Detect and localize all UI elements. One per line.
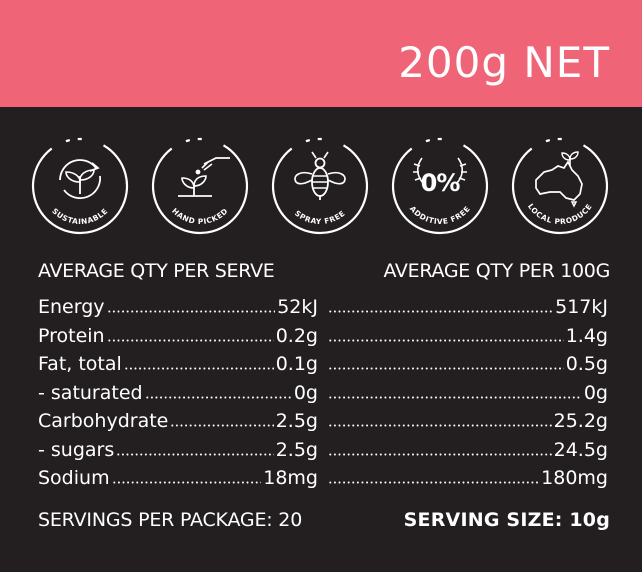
serve-value: 18mg bbox=[263, 467, 318, 489]
nutrient-label: Sodium bbox=[38, 467, 110, 489]
serve-value: 0.1g bbox=[275, 353, 318, 375]
nutrition-headings: AVERAGE QTY PER SERVE AVERAGE QTY PER 10… bbox=[38, 260, 610, 286]
badge-label: ADDITIVE FREE bbox=[408, 204, 472, 226]
badge-label: SUSTAINABLE bbox=[50, 206, 109, 226]
per100-value: 1.4g bbox=[565, 324, 608, 347]
dot-leader bbox=[328, 424, 552, 427]
per100-value: 0.5g bbox=[565, 353, 608, 375]
heading-per-serve: AVERAGE QTY PER SERVE bbox=[38, 260, 275, 282]
per100-value: 517kJ bbox=[555, 296, 608, 318]
serve-value: 0.2g bbox=[275, 324, 318, 347]
per100-value: 180mg bbox=[541, 467, 608, 489]
dot-leader bbox=[111, 481, 262, 484]
table-row: Energy 52kJ 517kJ bbox=[38, 296, 610, 325]
dot-leader bbox=[328, 452, 552, 456]
dot-leader bbox=[123, 367, 274, 370]
dot-leader bbox=[328, 367, 564, 370]
serve-value: 2.5g bbox=[275, 410, 318, 432]
table-row: Protein 0.2g 1.4g bbox=[38, 325, 610, 354]
dot-leader bbox=[106, 338, 274, 342]
dot-leader bbox=[328, 481, 540, 484]
serve-value: 0g bbox=[293, 381, 318, 404]
badge-label: HAND PICKED bbox=[170, 206, 230, 226]
net-weight: 200g NET bbox=[398, 38, 610, 87]
badge-label: LOCAL PRODUCE bbox=[526, 202, 594, 226]
badge-sustainable: SUSTAINABLE bbox=[30, 136, 130, 236]
badge-label: SPRAY FREE bbox=[293, 209, 347, 226]
badge-local-produce: LOCAL PRODUCE bbox=[510, 136, 610, 236]
australia-map-icon: LOCAL PRODUCE bbox=[511, 137, 609, 235]
badge-center-text: 0% bbox=[421, 169, 461, 197]
per100-value: 25.2g bbox=[553, 410, 608, 432]
sustainable-leaf-icon: SUSTAINABLE bbox=[31, 137, 129, 235]
table-row: Sodium 18mg 180mg bbox=[38, 467, 610, 496]
nutrient-label: Fat, total bbox=[38, 353, 122, 375]
dot-leader bbox=[106, 310, 276, 313]
header-band: 200g NET bbox=[0, 0, 642, 107]
serving-size: SERVING SIZE: 10g bbox=[403, 509, 610, 531]
zero-percent-icon: 0% ADDITIVE FREE bbox=[391, 137, 489, 235]
dot-leader bbox=[328, 338, 564, 342]
table-row: Fat, total 0.1g 0.5g bbox=[38, 353, 610, 382]
dot-leader bbox=[328, 310, 554, 313]
table-row: - sugars 2.5g 24.5g bbox=[38, 439, 610, 468]
dot-leader bbox=[328, 395, 582, 399]
serve-value: 2.5g bbox=[275, 438, 318, 461]
badge-hand-picked: HAND PICKED bbox=[150, 136, 250, 236]
heading-per-100g: AVERAGE QTY PER 100G bbox=[383, 260, 610, 282]
badge-row: SUSTAINABLE HAND PICKED bbox=[30, 136, 612, 246]
table-row: - saturated 0g 0g bbox=[38, 382, 610, 411]
nutrient-label: Energy bbox=[38, 296, 105, 318]
dot-leader bbox=[170, 424, 274, 427]
per100-value: 24.5g bbox=[553, 438, 608, 461]
nutrient-label: Carbohydrate bbox=[38, 410, 169, 432]
serving-footer: SERVINGS PER PACKAGE: 20 SERVING SIZE: 1… bbox=[38, 509, 610, 537]
nutrient-label: - saturated bbox=[38, 381, 143, 404]
dot-leader bbox=[116, 452, 274, 456]
dot-leader bbox=[144, 395, 292, 399]
nutrient-label: Protein bbox=[38, 324, 105, 347]
table-row: Carbohydrate 2.5g 25.2g bbox=[38, 410, 610, 439]
badge-additive-free: 0% ADDITIVE FREE bbox=[390, 136, 490, 236]
hand-picked-icon: HAND PICKED bbox=[151, 137, 249, 235]
per100-value: 0g bbox=[583, 381, 608, 404]
badge-spray-free: SPRAY FREE bbox=[270, 136, 370, 236]
bee-icon: SPRAY FREE bbox=[271, 137, 369, 235]
servings-per-package: SERVINGS PER PACKAGE: 20 bbox=[38, 509, 303, 531]
serve-value: 52kJ bbox=[277, 296, 318, 318]
nutrient-label: - sugars bbox=[38, 438, 115, 461]
nutrition-table: Energy 52kJ 517kJ Protein 0.2g 1.4g Fat, t… bbox=[38, 296, 610, 496]
